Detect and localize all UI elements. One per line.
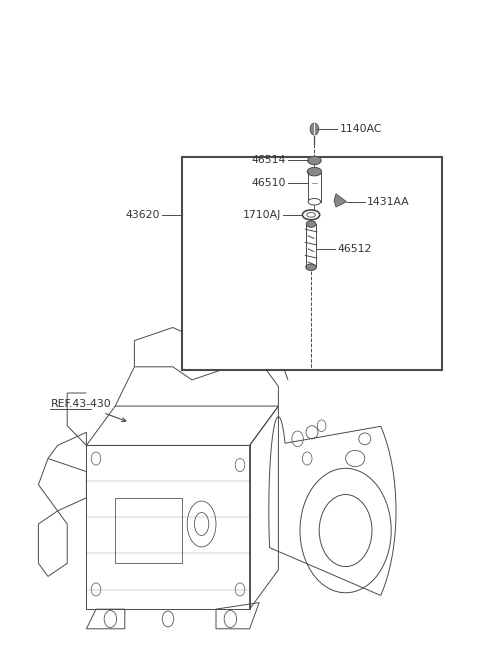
Ellipse shape [306,264,316,271]
Text: 1140AC: 1140AC [339,124,382,134]
Text: 46514: 46514 [251,155,286,166]
Circle shape [310,123,319,135]
Ellipse shape [308,198,321,205]
Ellipse shape [250,338,259,343]
Ellipse shape [306,221,316,227]
Bar [308,172,321,202]
Bar [115,498,182,563]
Text: 1431AA: 1431AA [367,196,410,207]
Ellipse shape [302,210,320,220]
Text: 46510: 46510 [251,178,286,189]
Polygon shape [334,194,347,207]
Ellipse shape [307,212,315,217]
Text: REF.43-430: REF.43-430 [50,400,111,409]
Ellipse shape [308,156,321,165]
Ellipse shape [307,167,322,176]
Bar [182,157,442,370]
Text: 1710AJ: 1710AJ [243,210,281,220]
Text: 46512: 46512 [337,244,372,254]
Text: 43620: 43620 [125,210,160,220]
